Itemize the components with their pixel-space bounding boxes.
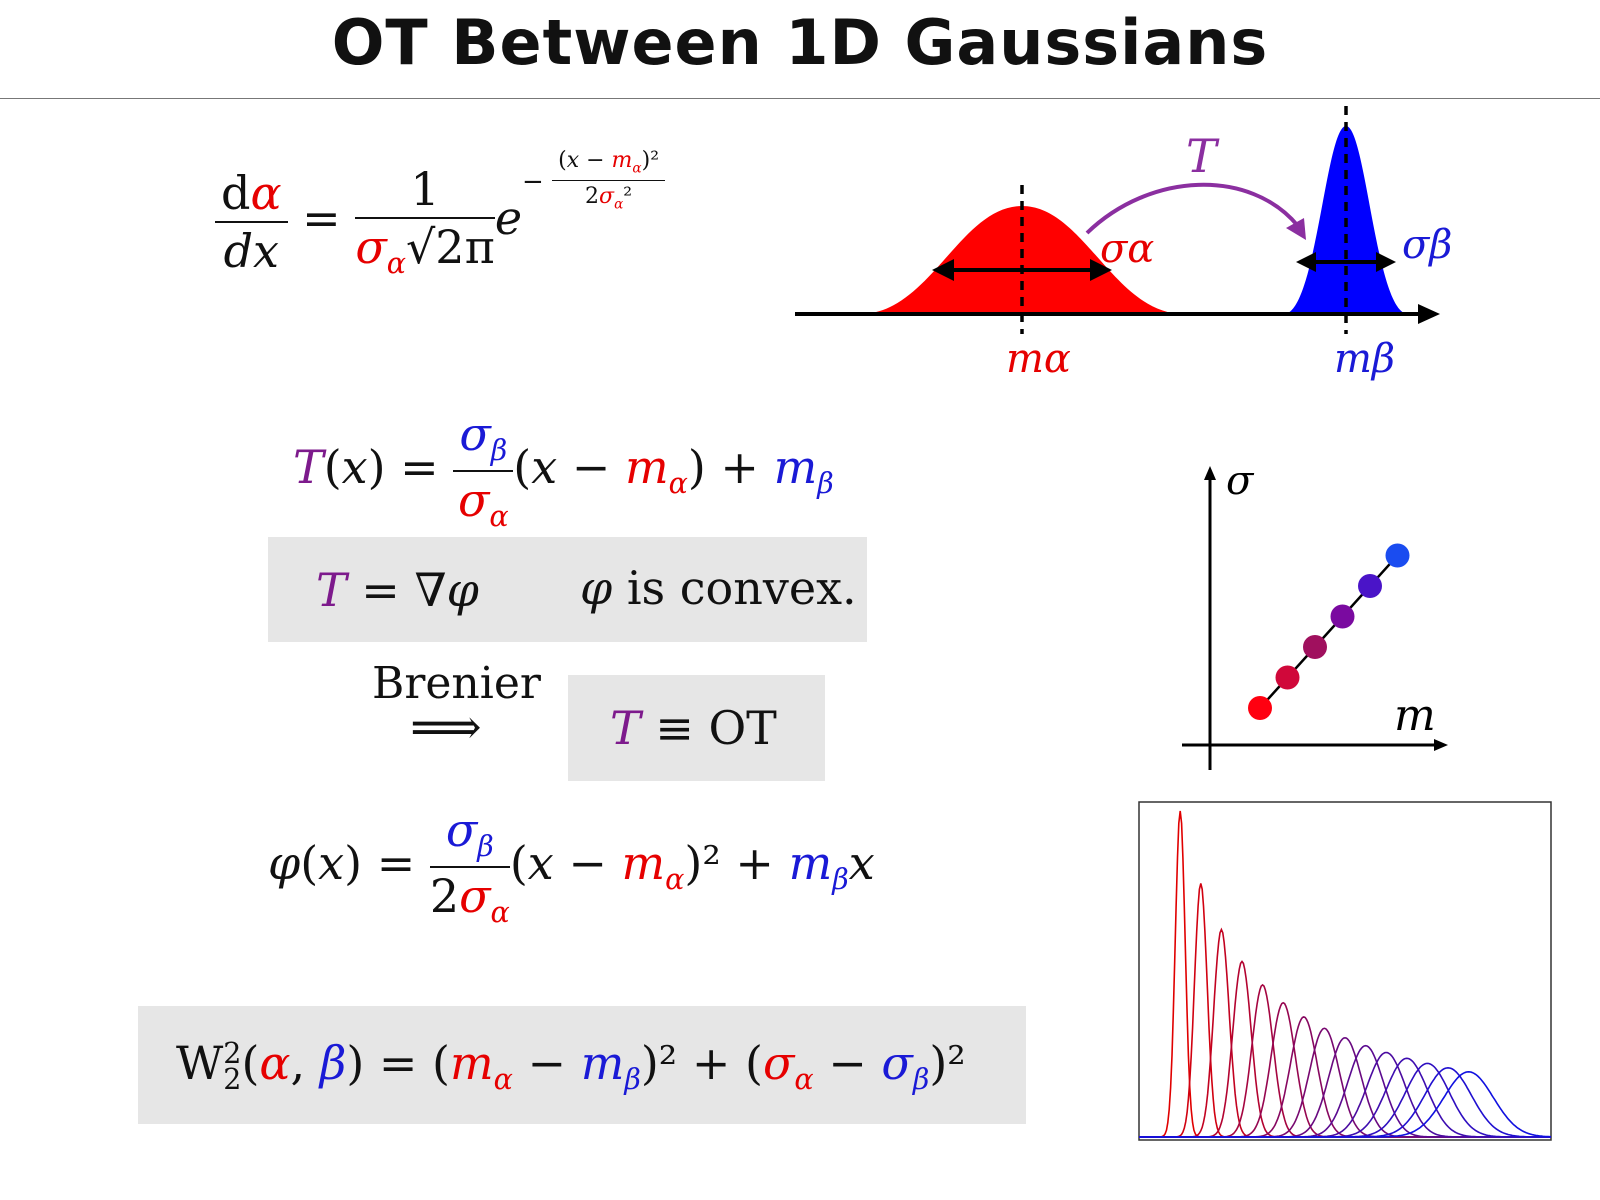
param-point xyxy=(1303,635,1327,659)
brenier-condition-box: T = ∇φ φ is convex. xyxy=(268,537,867,642)
param-point xyxy=(1330,604,1355,629)
interpolation-curves xyxy=(1139,810,1551,1138)
interpolation-plot xyxy=(1138,801,1552,1141)
param-x-arrowhead xyxy=(1434,739,1448,751)
gaussian-transport-diagram: T σα σβ mα mβ xyxy=(795,106,1452,382)
title-divider xyxy=(0,98,1600,99)
m-alpha-label: mα xyxy=(1006,336,1071,382)
beta-width-arrow-left xyxy=(1296,252,1316,272)
parameter-space-plot: σ m xyxy=(1182,458,1448,770)
page-title: OT Between 1D Gaussians xyxy=(331,6,1269,79)
param-point xyxy=(1358,574,1382,598)
transport-map-arrow xyxy=(1085,182,1300,235)
potential-equation: φ(x) = σβ 2σα (x − mα)² + mβx xyxy=(268,803,875,930)
interpolation-plot-frame xyxy=(1138,801,1552,1141)
param-point xyxy=(1385,543,1410,568)
param-y-label: σ xyxy=(1226,458,1255,504)
alpha-width-arrow-right xyxy=(1090,259,1112,281)
axis-arrowhead xyxy=(1418,304,1440,324)
optimal-transport-box: T ≡ OT xyxy=(568,675,825,781)
wasserstein-formula-box: W2 2(α, β) = (mα − mβ)² + (σα − σβ)² xyxy=(138,1006,1026,1124)
m-beta-label: mβ xyxy=(1334,336,1395,382)
implies-arrow: ⟹ xyxy=(410,698,482,756)
alpha-density-shape xyxy=(860,206,1184,314)
param-x-label: m xyxy=(1394,690,1436,741)
interpolated-gaussian-curve xyxy=(1139,1070,1551,1138)
brenier-label: Brenier xyxy=(372,658,541,709)
gradient-statement: T = ∇φ xyxy=(316,563,479,617)
transport-map-equation: T(x) = σβ σα (x − mα) + mβ xyxy=(293,407,834,534)
ot-statement: T ≡ OT xyxy=(610,701,777,755)
density-equation: dα dx = 1 σα√2π e− (x − mα)² 2σα² xyxy=(215,149,666,279)
transport-map-label: T xyxy=(1186,129,1220,183)
convexity-statement: φ is convex. xyxy=(580,561,857,615)
param-point xyxy=(1275,665,1300,690)
alpha-width-arrow-left xyxy=(932,259,954,281)
param-point xyxy=(1248,696,1272,720)
sigma-alpha-label: σα xyxy=(1100,226,1154,272)
sigma-beta-label: σβ xyxy=(1402,222,1452,268)
transport-map-arrowhead xyxy=(1286,218,1306,240)
beta-width-arrow-right xyxy=(1376,252,1396,272)
param-points xyxy=(1248,543,1410,720)
wasserstein-formula: W2 2(α, β) = (mα − mβ)² + (σα − σβ)² xyxy=(176,1036,966,1097)
param-y-arrowhead xyxy=(1204,466,1216,480)
